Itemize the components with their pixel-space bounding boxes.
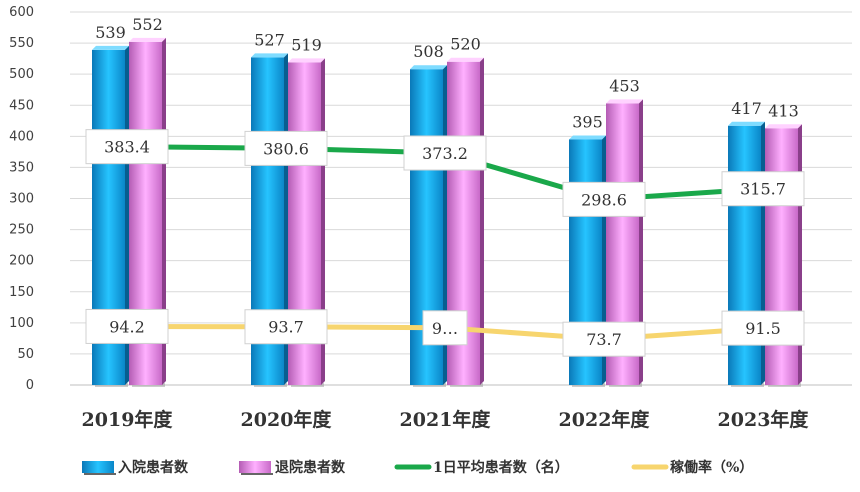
line-label-box (422, 310, 468, 346)
bar-top (728, 121, 765, 126)
x-category-label: 2020年度 (241, 408, 333, 431)
line-label-box (403, 135, 487, 171)
line-value-label: 94.2 (109, 317, 145, 336)
line-value-label: 383.4 (104, 138, 150, 157)
line-label-box (562, 181, 646, 217)
line-data-label: 298.6 (562, 181, 646, 217)
legend-swatch (82, 461, 114, 473)
x-category-label: 2023年度 (718, 408, 810, 431)
line-data-label: 383.4 (85, 129, 169, 165)
legend-label: 稼働率（%） (670, 459, 753, 476)
line-data-label: 94.2 (85, 308, 169, 344)
bar-value-label: 519 (291, 35, 322, 54)
line-value-label: 380.6 (263, 139, 309, 158)
line-value-label: 298.6 (581, 190, 627, 209)
x-category-label: 2022年度 (559, 408, 651, 431)
y-tick-label: 250 (9, 223, 34, 238)
legend-label: 入院患者数 (118, 459, 189, 476)
bar-value-label: 508 (413, 42, 444, 61)
y-tick-label: 200 (9, 254, 34, 269)
y-tick-label: 600 (9, 5, 34, 20)
y-tick-label: 100 (9, 316, 34, 331)
legend-item[interactable]: 稼働率（%） (631, 459, 753, 476)
line-label-box (85, 308, 169, 344)
bar-value-label: 413 (768, 101, 799, 120)
legend-label: 1日平均患者数（名） (433, 459, 569, 476)
bar-top (92, 45, 129, 50)
line-value-label: 315.7 (740, 180, 786, 199)
line-value-label: 373.2 (422, 144, 468, 163)
line-label-box (244, 130, 328, 166)
line-label-box (244, 309, 328, 345)
bar-admissions (728, 125, 761, 385)
legend-item[interactable]: 退院患者数 (239, 459, 346, 476)
line-data-label: 93.7 (244, 309, 328, 345)
bar-value-label: 453 (609, 76, 640, 95)
bar-top (129, 37, 166, 42)
bar-side (480, 57, 484, 385)
y-tick-label: 150 (9, 285, 34, 300)
line-data-label: 315.7 (721, 171, 805, 207)
y-tick-label: 400 (9, 129, 34, 144)
line-value-label: 73.7 (586, 330, 622, 349)
legend-swatch-shadow (84, 473, 116, 475)
y-tick-label: 50 (17, 347, 34, 362)
bar-side (639, 99, 643, 385)
bar-discharges (765, 128, 798, 386)
bar-side (162, 37, 166, 386)
line-data-label: 73.7 (562, 321, 646, 357)
line-data-label: 9… (422, 310, 468, 346)
line-data-label: 91.5 (721, 310, 805, 346)
line-data-label: 380.6 (244, 130, 328, 166)
bar-value-label: 417 (731, 99, 762, 118)
line-value-label: 91.5 (745, 319, 781, 338)
line-value-label: 93.7 (268, 318, 304, 337)
bar-top (288, 58, 325, 63)
y-tick-label: 450 (9, 98, 34, 113)
y-tick-label: 300 (9, 192, 34, 207)
y-tick-label: 500 (9, 67, 34, 82)
bar-value-label: 539 (95, 23, 126, 42)
legend-swatch (239, 461, 271, 473)
bar-value-label: 520 (450, 35, 481, 54)
line-label-box (85, 129, 169, 165)
legend-swatch-shadow (241, 473, 273, 475)
line-value-label: 9… (432, 319, 458, 338)
y-tick-label: 350 (9, 160, 34, 175)
bar-side (798, 124, 802, 386)
line-label-box (721, 171, 805, 207)
bar-top (251, 53, 288, 58)
y-tick-label: 550 (9, 36, 34, 51)
bar-top (765, 124, 802, 129)
bar-top (569, 135, 606, 140)
bar-value-label: 527 (254, 30, 285, 49)
line-label-box (562, 321, 646, 357)
y-tick-label: 0 (26, 378, 34, 393)
bar-top (410, 65, 447, 70)
bar-value-label: 395 (572, 112, 603, 131)
bar-value-label: 552 (132, 15, 163, 34)
x-category-label: 2021年度 (400, 408, 492, 431)
line-label-box (721, 310, 805, 346)
legend-item[interactable]: 1日平均患者数（名） (394, 459, 569, 476)
x-category-label: 2019年度 (82, 408, 174, 431)
bar-top (447, 57, 484, 62)
line-data-label: 373.2 (403, 135, 487, 171)
legend-item[interactable]: 入院患者数 (82, 459, 189, 476)
legend-label: 退院患者数 (275, 459, 346, 476)
bar-top (606, 99, 643, 104)
